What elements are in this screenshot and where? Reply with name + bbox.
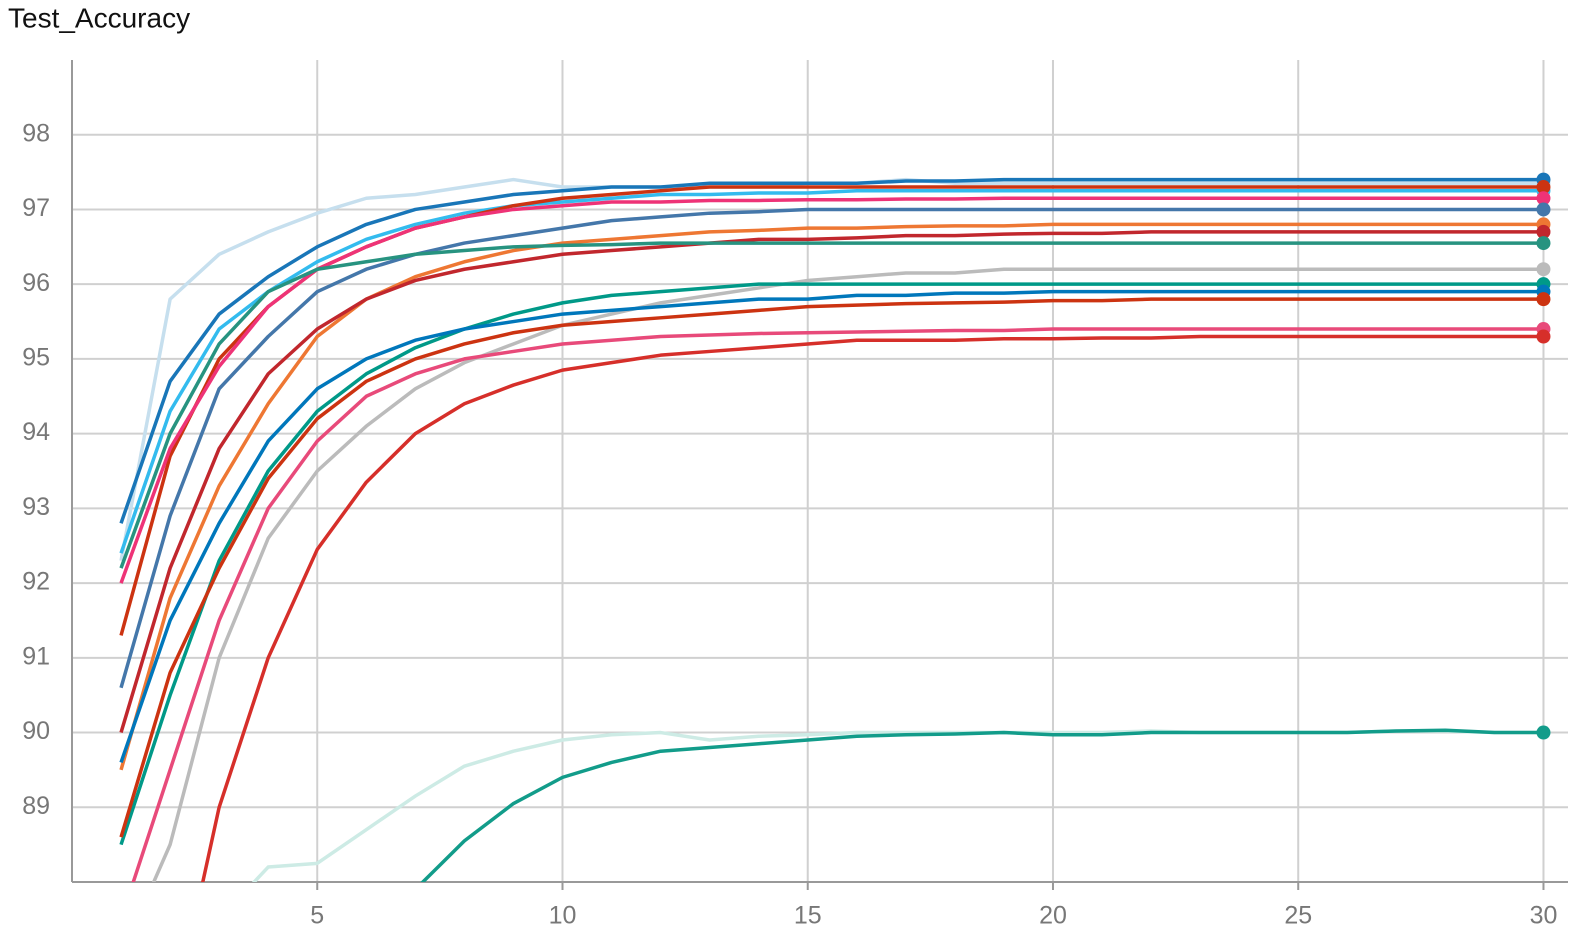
series-line [119,241,1544,569]
series-line [119,282,1544,846]
series-line [151,267,1544,882]
end-point [1536,202,1551,217]
tick-labels: 89 90 91 92 93 94 95 96 97 98 5 10 15 20 25 30 [22,119,1557,929]
y-tick-label: 93 [22,493,50,521]
series-line [119,196,1544,584]
x-tick-label: 5 [310,902,324,930]
y-tick-label: 91 [22,642,50,670]
series-line [119,177,1544,561]
x-tick-label: 15 [794,902,822,930]
y-tick-label: 89 [22,792,50,820]
end-point [1536,292,1551,307]
chart-title: Test_Accuracy [8,2,190,33]
end-point [1536,725,1551,740]
grid [72,60,1568,890]
x-tick-label: 30 [1530,902,1558,930]
series-line [251,729,1544,882]
x-tick-label: 10 [549,902,577,930]
y-tick-label: 98 [22,119,50,147]
series-line [420,728,1544,882]
series-line [119,297,1544,838]
series-line [119,207,1544,689]
end-point [1536,180,1551,195]
series-line [119,177,1544,524]
end-point [1536,224,1551,239]
end-point [1536,329,1551,344]
y-tick-label: 95 [22,344,50,372]
x-tick-label: 20 [1039,902,1067,930]
end-point [1536,262,1551,277]
end-point [1536,191,1551,206]
y-tick-label: 97 [22,194,50,222]
x-tick-label: 25 [1284,902,1312,930]
series-line [119,289,1544,764]
series-line [119,189,1544,554]
series-line [201,334,1544,882]
y-tick-label: 96 [22,269,50,297]
series-line [131,327,1544,882]
y-tick-label: 94 [22,418,50,446]
plot-area [119,172,1551,882]
y-tick-label: 90 [22,717,50,745]
series-line [119,230,1544,734]
end-point [1536,236,1551,251]
y-tick-label: 92 [22,568,50,596]
